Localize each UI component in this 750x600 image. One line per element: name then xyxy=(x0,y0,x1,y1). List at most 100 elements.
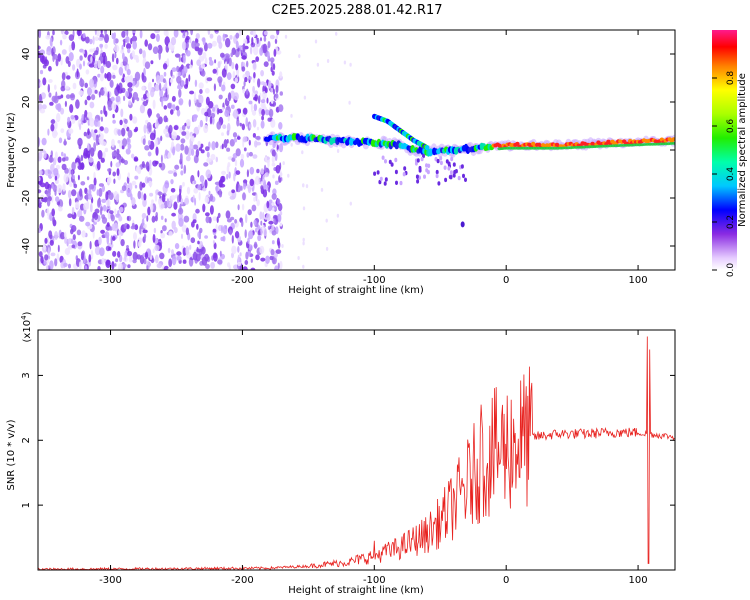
scatter-blob xyxy=(449,170,453,175)
noise-blob xyxy=(278,122,283,130)
noise-blob xyxy=(271,156,275,164)
noise-blob xyxy=(179,203,182,213)
noise-blob xyxy=(71,225,77,232)
noise-blob xyxy=(65,156,69,161)
noise-blob xyxy=(120,61,124,68)
noise-blob xyxy=(120,158,125,164)
noise-blob xyxy=(75,201,80,209)
noise-blob xyxy=(160,203,165,209)
noise-blob xyxy=(191,135,195,142)
noise-blob xyxy=(197,170,200,178)
noise-blob xyxy=(107,91,110,102)
noise-blob xyxy=(157,191,163,196)
noise-blob xyxy=(50,252,56,257)
spectrogram-x-tick-label: 100 xyxy=(629,275,648,286)
noise-blob xyxy=(93,177,97,186)
noise-blob xyxy=(86,176,90,181)
noise-blob xyxy=(105,199,111,207)
noise-blob xyxy=(241,123,245,131)
noise-blob xyxy=(78,261,82,270)
noise-blob xyxy=(111,261,115,270)
noise-blob xyxy=(166,198,170,206)
figure-title: C2E5.2025.288.01.42.R17 xyxy=(271,3,442,18)
noise-blob xyxy=(273,48,277,57)
noise-blob xyxy=(336,149,340,153)
noise-blob xyxy=(128,256,133,263)
noise-blob xyxy=(127,143,132,150)
colorbar-tick-label: 0.0 xyxy=(726,263,736,278)
noise-blob xyxy=(121,30,126,38)
noise-blob xyxy=(254,227,258,233)
noise-blob xyxy=(205,169,212,179)
noise-blob xyxy=(244,260,249,265)
noise-blob xyxy=(253,72,256,79)
noise-blob xyxy=(230,52,233,58)
noise-blob xyxy=(61,72,66,81)
noise-blob xyxy=(168,258,173,268)
noise-blob xyxy=(237,246,240,253)
noise-blob xyxy=(181,224,187,233)
noise-blob xyxy=(196,223,199,230)
noise-blob xyxy=(243,147,247,152)
noise-blob xyxy=(179,152,183,162)
noise-blob xyxy=(160,215,164,220)
noise-blob xyxy=(88,254,92,263)
noise-blob xyxy=(152,78,154,83)
noise-blob xyxy=(197,124,201,130)
noise-blob xyxy=(64,85,70,90)
scatter-blob xyxy=(388,159,392,165)
noise-blob xyxy=(228,191,232,197)
colorbar-gradient xyxy=(712,30,737,270)
noise-blob xyxy=(279,260,283,270)
noise-blob xyxy=(262,174,265,184)
noise-blob xyxy=(186,42,189,49)
noise-blob xyxy=(182,54,186,64)
noise-blob xyxy=(133,54,139,60)
noise-blob xyxy=(141,86,145,91)
noise-blob xyxy=(92,35,95,45)
noise-blob xyxy=(51,195,54,203)
noise-blob xyxy=(68,263,71,269)
noise-blob xyxy=(145,161,150,171)
noise-blob xyxy=(260,257,266,262)
noise-blob xyxy=(104,147,109,153)
noise-blob xyxy=(52,54,55,62)
noise-blob xyxy=(207,30,211,35)
noise-blob xyxy=(68,52,74,62)
noise-blob xyxy=(118,66,124,76)
noise-blob xyxy=(181,131,187,136)
noise-blob xyxy=(248,230,254,240)
noise-blob xyxy=(278,104,284,112)
noise-blob xyxy=(262,43,268,54)
noise-blob xyxy=(219,250,222,257)
noise-blob xyxy=(142,50,146,59)
noise-blob xyxy=(76,162,79,167)
noise-blob xyxy=(46,51,51,55)
noise-blob xyxy=(267,41,271,49)
noise-blob xyxy=(254,140,258,148)
noise-blob xyxy=(260,99,266,104)
noise-blob xyxy=(221,170,226,175)
noise-blob xyxy=(185,155,191,162)
noise-blob xyxy=(82,60,86,67)
noise-blob xyxy=(134,175,139,180)
noise-blob xyxy=(64,247,71,256)
noise-blob xyxy=(51,129,58,139)
scatter-blob xyxy=(402,172,406,177)
noise-blob xyxy=(326,59,330,63)
noise-blob xyxy=(82,50,85,55)
noise-blob xyxy=(111,32,115,40)
noise-blob xyxy=(279,222,283,227)
scatter-blob xyxy=(436,158,440,164)
noise-blob xyxy=(276,144,279,150)
noise-blob xyxy=(96,160,101,171)
noise-blob xyxy=(253,62,257,70)
noise-blob xyxy=(84,99,88,106)
noise-blob xyxy=(174,164,180,170)
noise-blob xyxy=(78,90,84,96)
noise-blob xyxy=(144,61,151,69)
noise-blob xyxy=(193,187,199,194)
scatter-blob xyxy=(457,175,461,181)
noise-blob xyxy=(110,212,114,220)
noise-blob xyxy=(53,168,59,177)
